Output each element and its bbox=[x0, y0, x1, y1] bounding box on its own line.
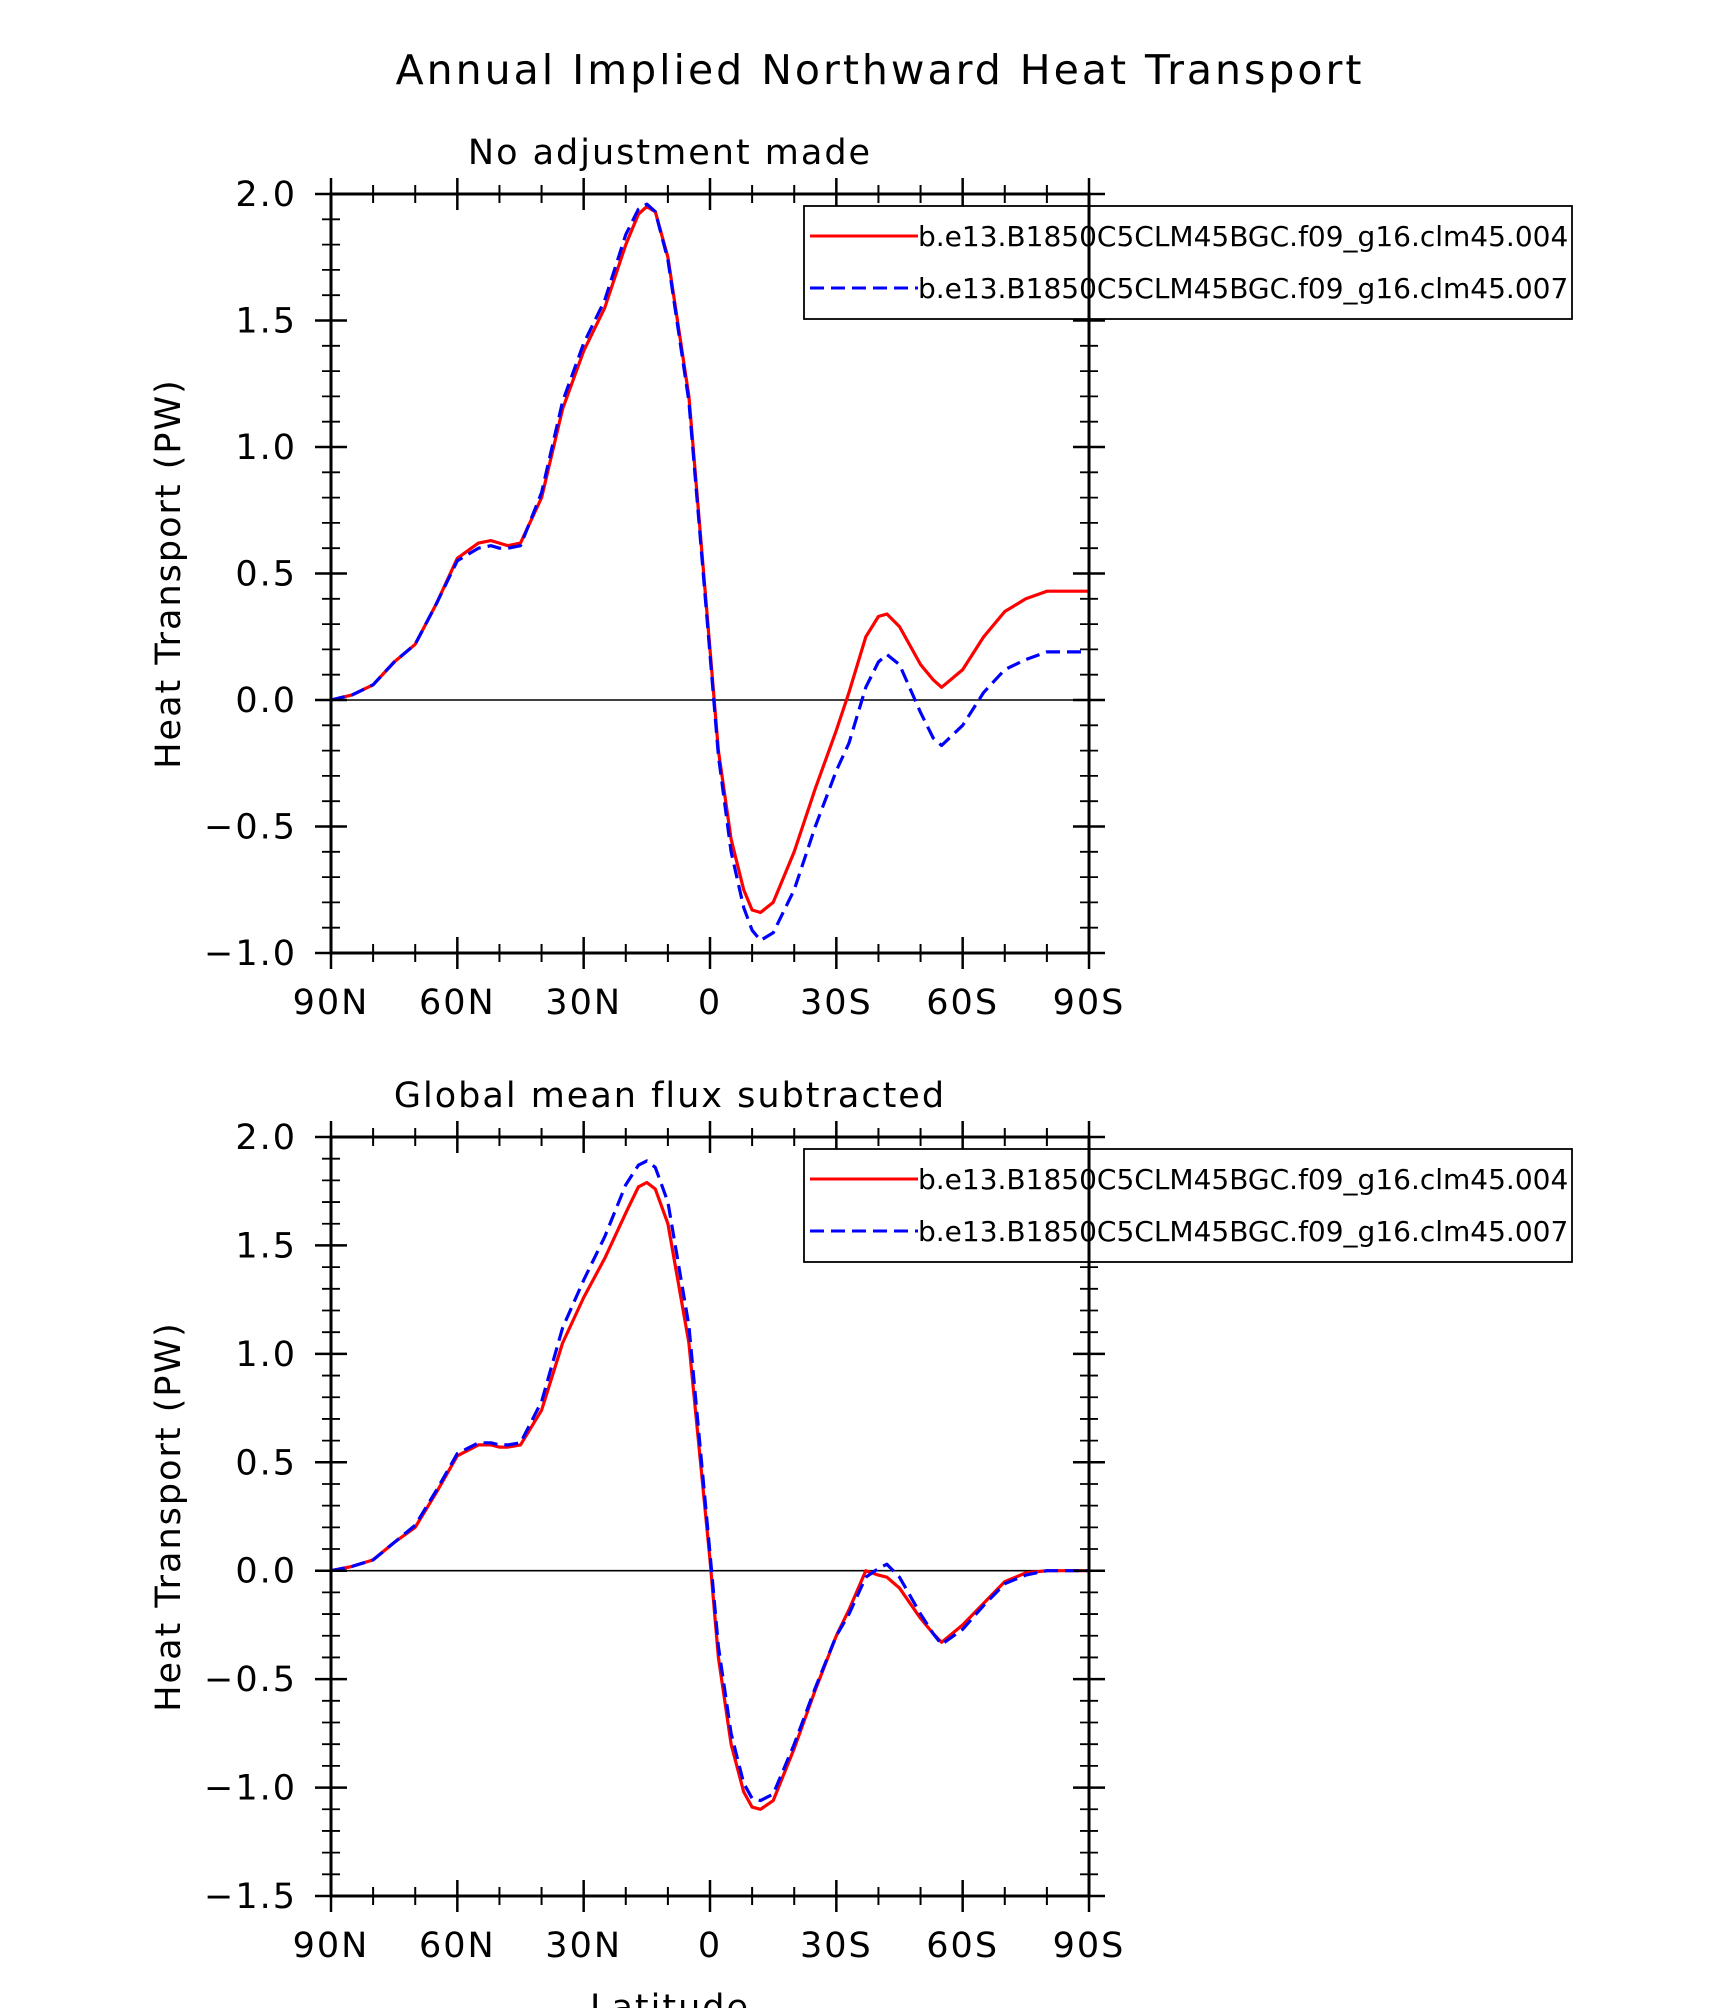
y-tick-label: 0.5 bbox=[235, 555, 297, 595]
x-tick-label: 0 bbox=[698, 983, 722, 1023]
x-tick-label: 90N bbox=[293, 1926, 370, 1966]
panel-global-mean-subtracted: Global mean flux subtracted 90N 60N 30N 0 30S… bbox=[149, 1076, 1573, 2008]
x-tick-label: 90S bbox=[1053, 1926, 1126, 1966]
x-tick-label: 0 bbox=[698, 1926, 722, 1966]
y-axis-label: Heat Transport (PW) bbox=[149, 378, 189, 769]
y-tick-label: 1.5 bbox=[235, 302, 297, 342]
panel-title: Global mean flux subtracted bbox=[394, 1076, 946, 1116]
y-tick-label: 2.0 bbox=[235, 175, 297, 215]
legend-label-1: b.e13.B1850C5CLM45BGC.f09_g16.clm45.004 bbox=[918, 1163, 1568, 1196]
x-tick-label: 30N bbox=[545, 1926, 622, 1966]
panel-no-adjustment: No adjustment made 90N 60N 30N 0 30S 60S 90S −1.… bbox=[149, 133, 1573, 1023]
x-tick-label: 60N bbox=[419, 983, 496, 1023]
legend-label-1: b.e13.B1850C5CLM45BGC.f09_g16.clm45.004 bbox=[918, 220, 1568, 253]
x-tick-label: 30N bbox=[545, 983, 622, 1023]
y-tick-label: 1.0 bbox=[235, 1335, 297, 1375]
panel-title: No adjustment made bbox=[468, 133, 872, 173]
y-tick-label: −1.0 bbox=[204, 934, 297, 974]
y-tick-label: 0.0 bbox=[235, 1552, 297, 1592]
legend-label-2: b.e13.B1850C5CLM45BGC.f09_g16.clm45.007 bbox=[918, 1215, 1568, 1248]
y-tick-label: 2.0 bbox=[235, 1118, 297, 1158]
y-tick-label: −1.5 bbox=[204, 1877, 297, 1917]
x-tick-label: 30S bbox=[800, 1926, 873, 1966]
y-tick-label: −0.5 bbox=[204, 808, 297, 848]
x-tick-label: 30S bbox=[800, 983, 873, 1023]
x-axis-label: Latitude bbox=[590, 1988, 750, 2008]
y-tick-label: −0.5 bbox=[204, 1660, 297, 1700]
y-tick-label: −1.0 bbox=[204, 1769, 297, 1809]
y-tick-label: 1.0 bbox=[235, 428, 297, 468]
x-tick-label: 60S bbox=[926, 1926, 999, 1966]
series-line-1 bbox=[330, 1180, 1089, 1811]
x-tick-label: 90S bbox=[1053, 983, 1126, 1023]
x-tick-label: 60N bbox=[419, 1926, 496, 1966]
legend-box bbox=[803, 1148, 1573, 1263]
y-tick-label: 0.0 bbox=[235, 681, 297, 721]
legend-box bbox=[803, 205, 1573, 320]
y-tick-label: 0.5 bbox=[235, 1443, 297, 1483]
legend-label-2: b.e13.B1850C5CLM45BGC.f09_g16.clm45.007 bbox=[918, 272, 1568, 305]
figure-title: Annual Implied Northward Heat Transport bbox=[396, 46, 1365, 94]
x-tick-label: 60S bbox=[926, 983, 999, 1023]
series-line-2 bbox=[330, 1159, 1089, 1803]
y-tick-label: 1.5 bbox=[235, 1226, 297, 1266]
y-axis-label: Heat Transport (PW) bbox=[149, 1321, 189, 1712]
x-tick-label: 90N bbox=[293, 983, 370, 1023]
